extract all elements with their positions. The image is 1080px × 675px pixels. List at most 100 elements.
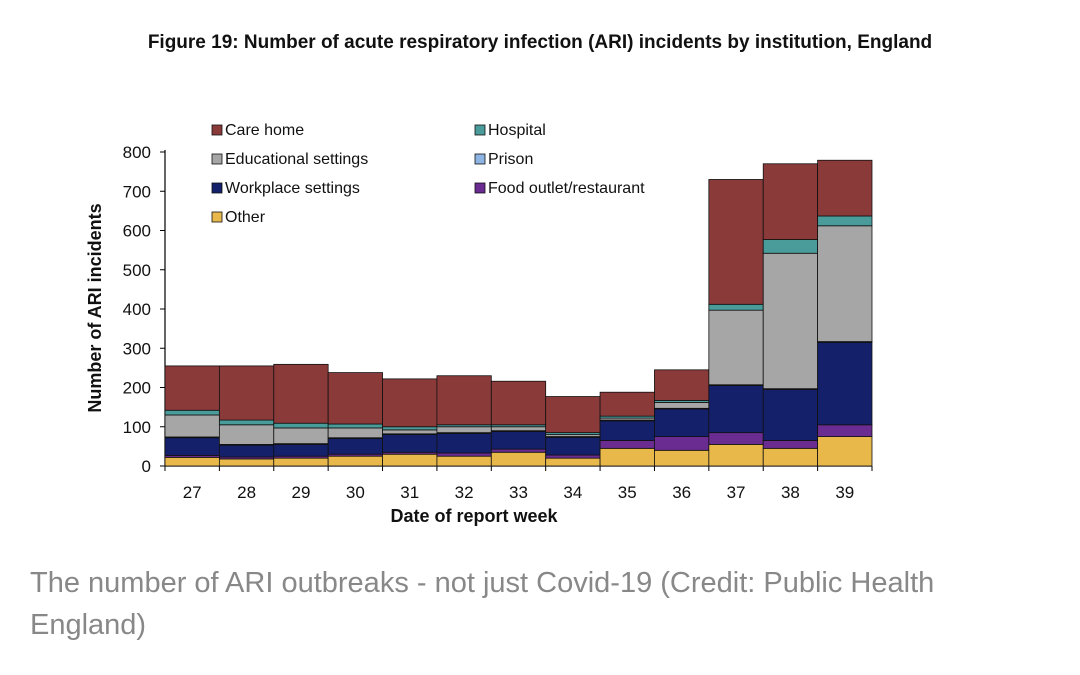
bar-segment-other [490, 451, 547, 467]
legend-label-other: Other [225, 209, 266, 226]
y-tick-label: 300 [123, 339, 151, 358]
bar-segment-workplace-settings [762, 389, 819, 441]
x-tick-label: 38 [781, 483, 800, 502]
bar-segment-care-home [708, 179, 764, 305]
legend-swatch-educational-settings [211, 153, 223, 165]
legend-label-care-home: Care home [225, 122, 304, 139]
bar-segment-other [708, 444, 764, 467]
bar-segment-other [762, 447, 819, 467]
bar-segment-care-home [490, 380, 547, 426]
bar-segment-workplace-settings [545, 436, 601, 456]
legend-swatch-care-home [211, 124, 223, 136]
legend-swatch-workplace-settings [211, 182, 223, 194]
bar-segment-educational-settings [762, 252, 819, 390]
legend-swatch-food-outlet-restaurant [474, 182, 486, 194]
bar-segment-other [599, 447, 655, 467]
bar-segment-food-outlet-restaurant [490, 448, 547, 453]
bar-segment-workplace-settings [490, 431, 547, 450]
x-tick-label: 39 [835, 483, 854, 502]
bar-segment-workplace-settings [327, 438, 383, 455]
bar-segment-care-home [654, 369, 710, 401]
y-tick-label: 800 [123, 143, 151, 162]
bar-segment-other [436, 455, 492, 467]
bar-segment-workplace-settings [382, 434, 438, 453]
x-tick-label: 32 [455, 483, 474, 502]
bar-segment-hospital [218, 419, 275, 426]
legend-label-workplace-settings: Workplace settings [225, 180, 360, 197]
bar-segment-workplace-settings [708, 385, 764, 434]
bar-segment-educational-settings [382, 429, 438, 435]
bar-segment-educational-settings [708, 309, 764, 386]
y-tick-label: 100 [123, 418, 151, 437]
bar-segment-hospital [273, 422, 329, 429]
bar-segment-workplace-settings [273, 444, 329, 457]
y-axis-title: Number of ARI incidents [85, 203, 105, 412]
bar-segment-food-outlet-restaurant [762, 440, 819, 449]
legend-swatch-prison [474, 153, 486, 165]
bar-segment-care-home [436, 375, 492, 426]
bar-segment-other [545, 457, 601, 467]
y-tick-label: 700 [123, 182, 151, 201]
x-tick-label: 36 [672, 483, 691, 502]
bar-segment-food-outlet-restaurant [708, 432, 764, 445]
bar-segment-other [382, 453, 438, 467]
image-caption: The number of ARI outbreaks - not just C… [30, 567, 935, 641]
chart-legend: Care home Hospital Educational settings Pri… [211, 122, 645, 226]
bar-segment-care-home [545, 396, 601, 434]
bar-segment-hospital [164, 409, 220, 416]
x-tick-label: 37 [727, 483, 746, 502]
bar-segment-educational-settings [436, 426, 492, 434]
legend-label-hospital: Hospital [488, 122, 546, 139]
bar-segment-care-home [218, 365, 275, 421]
bar-segment-educational-settings [654, 402, 710, 409]
x-tick-label: 34 [563, 483, 582, 502]
bar-segment-other [654, 449, 710, 467]
bar-segment-care-home [599, 391, 655, 417]
bar-segment-food-outlet-restaurant [436, 452, 492, 457]
y-tick-label: 500 [123, 261, 151, 280]
legend-swatch-other [211, 211, 223, 223]
x-tick-label: 29 [292, 483, 311, 502]
x-tick-label: 33 [509, 483, 528, 502]
bar-segment-workplace-settings [654, 408, 710, 437]
x-tick-label: 31 [400, 483, 419, 502]
chart-axes: 0 100 200 300 400 500 600 700 800 27 28 29 30 31 32 33 3… [123, 143, 873, 502]
x-tick-label: 27 [183, 483, 202, 502]
bar-segment-food-outlet-restaurant [599, 440, 655, 449]
bar-segment-care-home [327, 372, 383, 425]
bar-segment-care-home [164, 365, 220, 411]
legend-swatch-hospital [474, 124, 486, 136]
bar-segment-workplace-settings [599, 420, 655, 441]
bar-segment-food-outlet-restaurant [545, 454, 601, 459]
bar-segment-other [817, 436, 873, 467]
x-tick-label: 30 [346, 483, 365, 502]
bar-segment-hospital [762, 239, 819, 254]
x-tick-label: 35 [618, 483, 637, 502]
bar-segment-workplace-settings [164, 437, 220, 456]
bar-segment-care-home [382, 378, 438, 428]
bar-segment-educational-settings [817, 225, 873, 342]
stacked-bar-chart: 0 100 200 300 400 500 600 700 800 27 28 29 30 31 32 33 3… [85, 122, 873, 526]
bar-segment-workplace-settings [817, 341, 873, 426]
bar-segment-educational-settings [327, 427, 383, 439]
legend-label-prison: Prison [488, 151, 533, 168]
bar-segment-workplace-settings [218, 444, 275, 458]
bar-segment-workplace-settings [436, 433, 492, 454]
bar-segment-hospital [817, 215, 873, 227]
y-tick-label: 400 [123, 300, 151, 319]
chart-title: Figure 19: Number of acute respiratory i… [147, 32, 933, 53]
legend-label-educational-settings: Educational settings [225, 151, 368, 168]
bar-segment-hospital [327, 423, 383, 429]
bar-segment-food-outlet-restaurant [654, 436, 710, 451]
chart-bars [164, 159, 873, 467]
bar-segment-other [327, 455, 383, 467]
x-axis-title: Date of report week [390, 506, 558, 526]
bar-segment-other [164, 456, 220, 467]
bar-segment-care-home [273, 363, 329, 424]
bar-segment-educational-settings [164, 414, 220, 438]
y-tick-label: 600 [123, 222, 151, 241]
bar-segment-care-home [817, 159, 873, 217]
legend-label-food-outlet-restaurant: Food outlet/restaurant [488, 180, 645, 197]
bar-segment-other [273, 457, 329, 467]
bar-segment-educational-settings [218, 424, 275, 445]
